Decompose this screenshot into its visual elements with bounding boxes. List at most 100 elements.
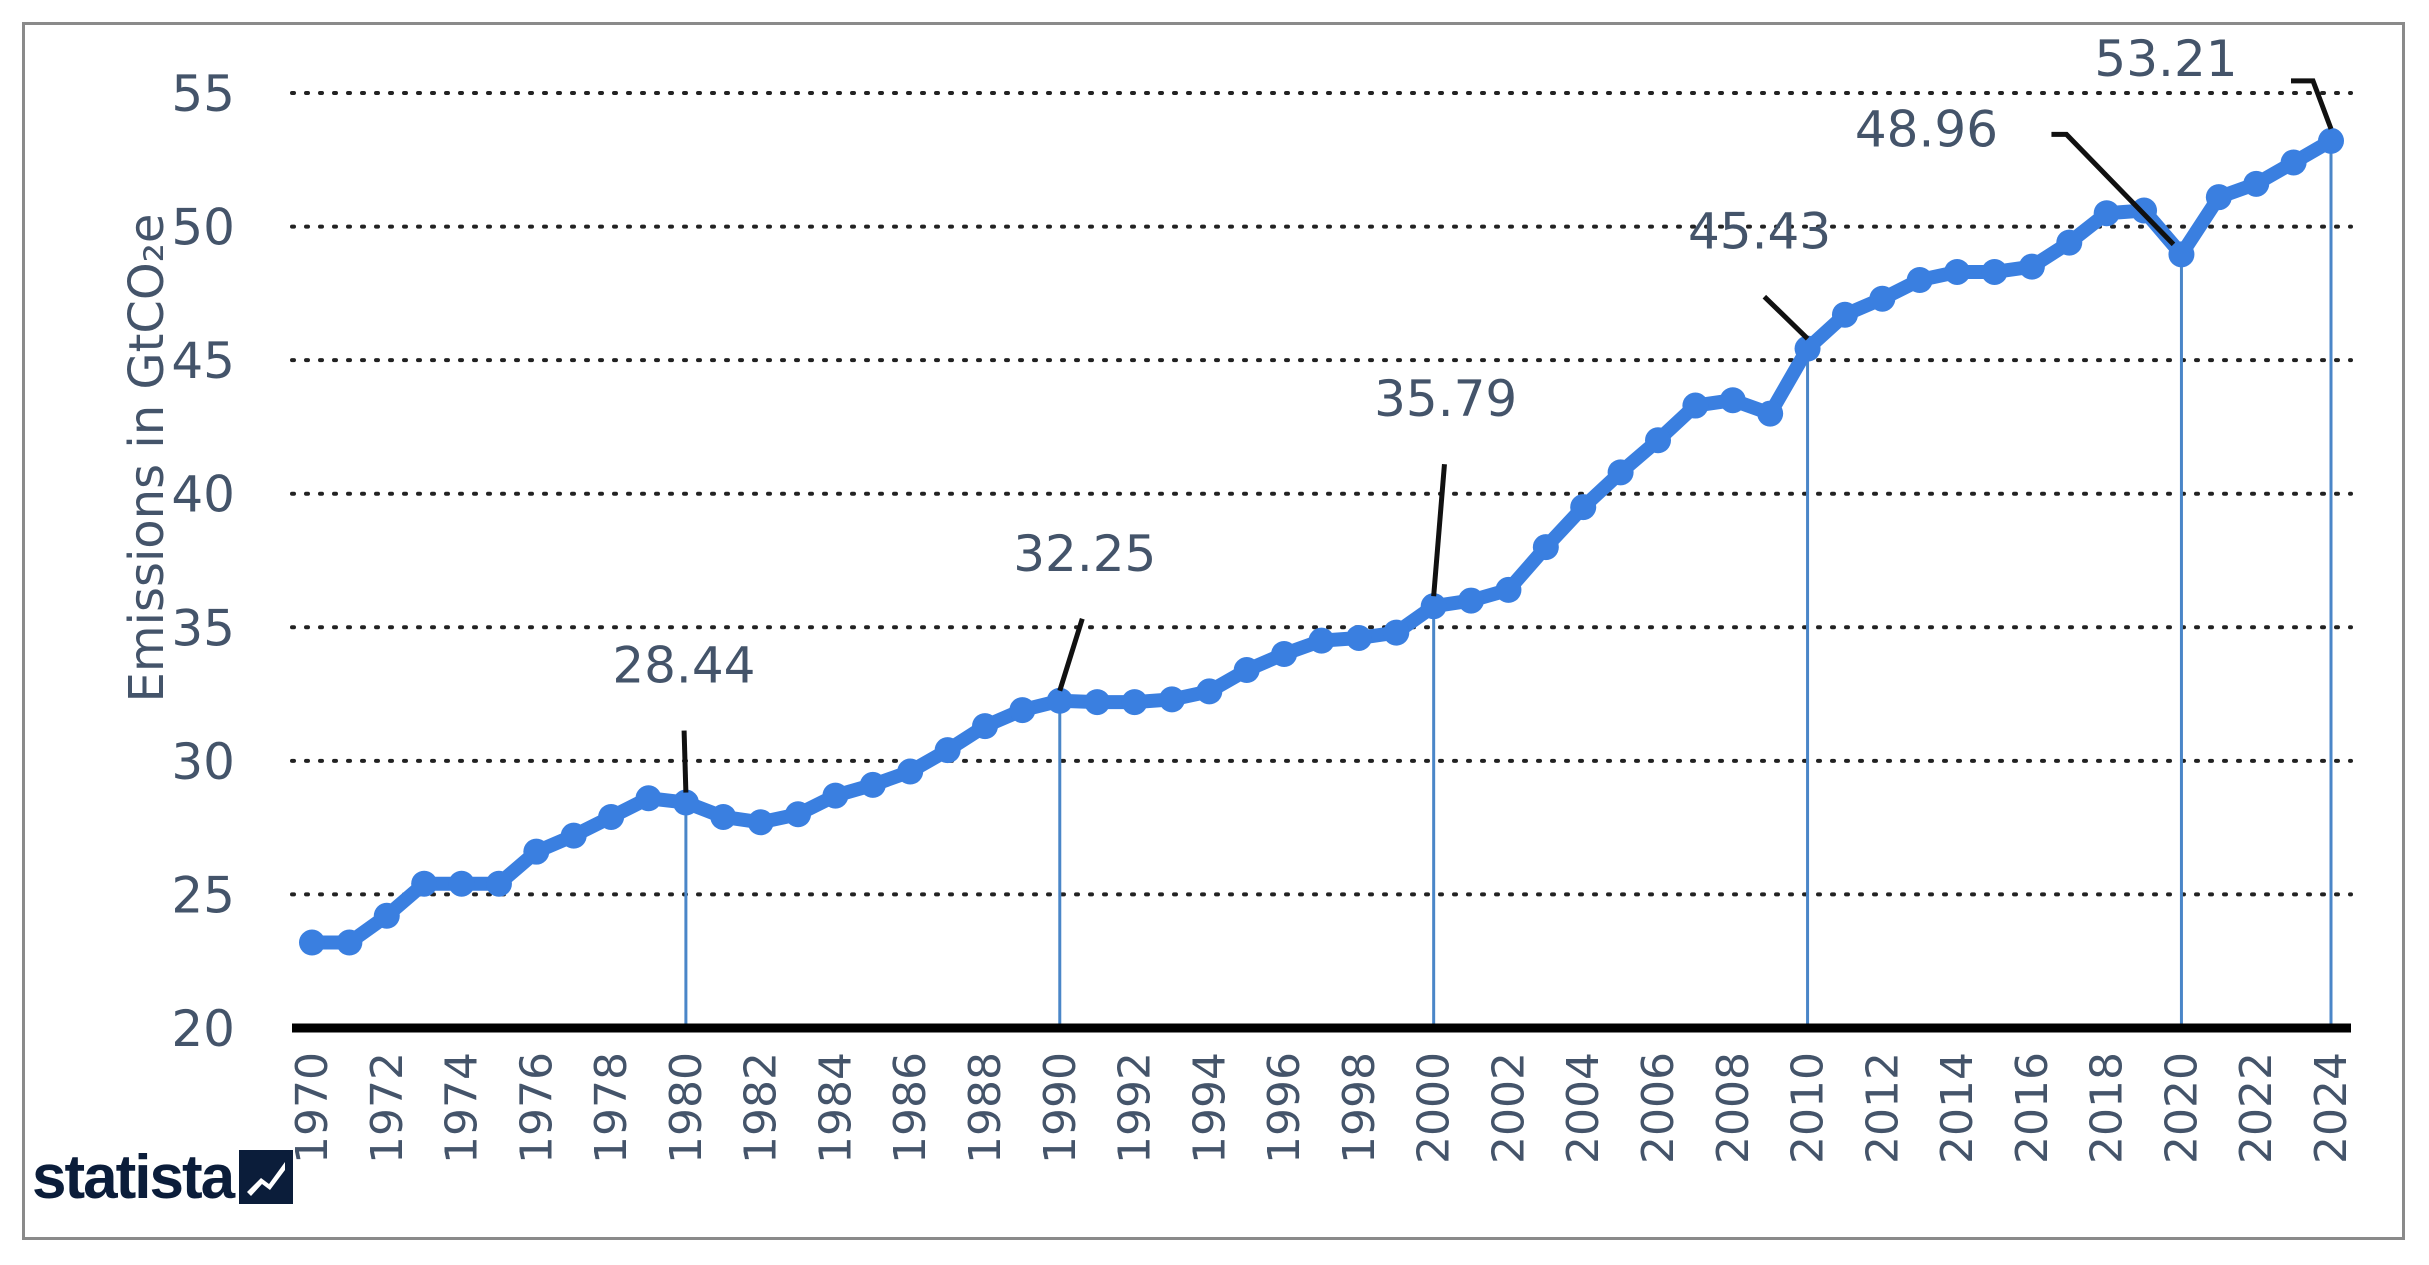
y-tick-20: 20: [171, 1000, 235, 1058]
x-tick-1998: 1998: [1334, 1052, 1385, 1164]
data-point-1973: [411, 870, 438, 897]
data-point-1982: [747, 809, 774, 836]
data-point-1992: [1121, 689, 1148, 716]
data-label-2010: 45.43: [1688, 203, 1831, 261]
data-point-2016: [2018, 253, 2045, 280]
data-point-2018: [2093, 200, 2120, 227]
y-tick-45: 45: [171, 332, 235, 390]
x-tick-2004: 2004: [1558, 1052, 1609, 1164]
leader-2024: [2291, 78, 2334, 130]
x-tick-1988: 1988: [960, 1052, 1011, 1164]
gridlines: [290, 91, 2353, 897]
data-point-1981: [710, 803, 737, 830]
series-line: [299, 127, 2344, 956]
data-point-2017: [2056, 229, 2083, 256]
x-tick-2020: 2020: [2156, 1052, 2207, 1164]
x-tick-2024: 2024: [2306, 1052, 2357, 1164]
y-tick-35: 35: [171, 599, 235, 657]
data-point-2004: [1570, 494, 1597, 521]
leader-1990: [1057, 618, 1085, 692]
leader-2000: [1431, 463, 1447, 597]
data-point-1991: [1084, 689, 1111, 716]
x-tick-1992: 1992: [1110, 1052, 1161, 1164]
data-point-2012: [1869, 285, 1896, 312]
emissions-line-chart: 20 25 30 35 40 45 50 55 1970 1972 1974 1976 1978 198…: [119, 30, 2357, 1164]
data-labels: 28.44 32.25 35.79 45.43 48.96 53.21: [612, 30, 2237, 695]
data-label-2024: 53.21: [2094, 30, 2237, 88]
x-tick-2018: 2018: [2082, 1052, 2133, 1164]
x-tick-1978: 1978: [586, 1052, 637, 1164]
data-point-1980: [672, 789, 699, 816]
data-point-2008: [1719, 387, 1746, 414]
y-tick-55: 55: [171, 65, 235, 123]
data-point-2002: [1495, 576, 1522, 603]
data-point-2014: [1944, 258, 1971, 285]
x-tick-1972: 1972: [362, 1052, 413, 1164]
label-leaders: [681, 78, 2334, 793]
data-label-2020: 48.96: [1855, 100, 1998, 158]
data-point-1997: [1308, 627, 1335, 654]
x-tick-2016: 2016: [2007, 1052, 2058, 1164]
y-tick-40: 40: [171, 466, 235, 524]
data-point-2011: [1831, 301, 1858, 328]
x-tick-1982: 1982: [736, 1052, 787, 1164]
data-point-2015: [1981, 258, 2008, 285]
data-point-2001: [1458, 587, 1485, 614]
data-point-1972: [373, 902, 400, 929]
data-point-2013: [1906, 267, 1933, 293]
data-point-1984: [822, 782, 849, 809]
data-point-1979: [635, 785, 662, 812]
x-tick-2014: 2014: [1932, 1052, 1983, 1164]
data-point-1988: [972, 713, 998, 740]
x-tick-labels: 1970 1972 1974 1976 1978 1980 1982 1984 1986 1988…: [287, 1052, 2357, 1164]
data-point-1996: [1271, 641, 1298, 667]
brand-name: statista: [32, 1142, 235, 1212]
data-point-2000: [1420, 593, 1447, 620]
data-point-1998: [1345, 624, 1372, 651]
data-point-2010: [1794, 335, 1821, 362]
drop-lines: [684, 140, 2333, 1028]
x-tick-2012: 2012: [1857, 1052, 1908, 1164]
statista-logo: statista: [32, 1142, 294, 1212]
data-label-1990: 32.25: [1013, 525, 1156, 583]
x-tick-1976: 1976: [511, 1052, 562, 1164]
x-tick-2022: 2022: [2231, 1052, 2282, 1164]
x-tick-2000: 2000: [1409, 1052, 1460, 1164]
y-tick-30: 30: [171, 733, 235, 791]
y-tick-labels: 20 25 30 35 40 45 50 55: [171, 65, 235, 1058]
statista-mark-icon: [239, 1150, 294, 1204]
data-point-1971: [336, 929, 363, 956]
data-point-2003: [1532, 534, 1559, 561]
x-tick-2002: 2002: [1483, 1052, 1534, 1164]
data-point-1974: [448, 870, 475, 897]
x-tick-1990: 1990: [1035, 1052, 1086, 1164]
data-point-1989: [1009, 697, 1036, 724]
x-tick-2008: 2008: [1708, 1052, 1759, 1164]
chart-frame: 20 25 30 35 40 45 50 55 1970 1972 1974 1976 1978 198…: [22, 22, 2405, 1240]
data-point-1983: [785, 801, 812, 828]
data-point-1977: [560, 822, 587, 849]
data-point-1999: [1383, 619, 1410, 646]
data-point-1976: [523, 838, 550, 865]
data-label-2000: 35.79: [1374, 370, 1517, 428]
x-tick-2010: 2010: [1783, 1052, 1834, 1164]
data-point-1970: [299, 929, 325, 956]
y-tick-25: 25: [171, 866, 235, 924]
data-point-2024: [2318, 127, 2344, 154]
leader-1980: [681, 730, 689, 793]
data-point-2007: [1682, 392, 1709, 419]
data-point-2023: [2280, 149, 2307, 176]
data-point-2005: [1607, 459, 1634, 486]
data-point-1975: [485, 870, 512, 897]
x-tick-1974: 1974: [437, 1052, 488, 1164]
x-tick-1996: 1996: [1259, 1052, 1310, 1164]
data-point-2021: [2205, 184, 2232, 211]
data-point-1990: [1046, 687, 1073, 714]
data-point-2020: [2168, 241, 2195, 268]
x-tick-1986: 1986: [885, 1052, 936, 1164]
leader-2020: [2051, 131, 2176, 247]
x-tick-2006: 2006: [1633, 1052, 1684, 1164]
data-point-1995: [1233, 657, 1260, 684]
data-point-2009: [1757, 400, 1784, 427]
data-point-1994: [1196, 678, 1223, 705]
